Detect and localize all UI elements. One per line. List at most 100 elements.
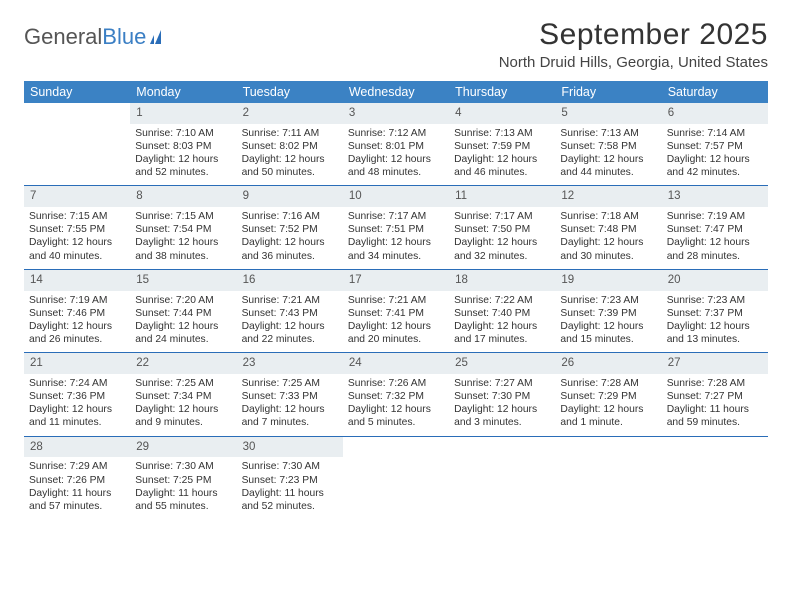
day-number: 3 <box>343 103 449 124</box>
day-cell-line: and 13 minutes. <box>667 333 763 346</box>
logo-text-2: Blue <box>102 24 146 50</box>
day-cell-line: and 57 minutes. <box>29 500 125 513</box>
day-cell-line: Daylight: 12 hours <box>29 403 125 416</box>
day-cell-line: Daylight: 12 hours <box>135 153 231 166</box>
day-cell <box>449 457 555 519</box>
day-cell-line: Daylight: 12 hours <box>348 153 444 166</box>
day-number: 24 <box>343 353 449 374</box>
day-cell-line: and 40 minutes. <box>29 250 125 263</box>
day-cell-line: Daylight: 12 hours <box>454 236 550 249</box>
day-cell-line: and 52 minutes. <box>242 500 338 513</box>
day-cell: Sunrise: 7:28 AMSunset: 7:29 PMDaylight:… <box>555 374 661 436</box>
day-number: 17 <box>343 269 449 290</box>
weekday-header: Tuesday <box>237 81 343 103</box>
day-number: 19 <box>555 269 661 290</box>
calendar-body: 123456Sunrise: 7:10 AMSunset: 8:03 PMDay… <box>24 103 768 519</box>
day-cell-line: Sunset: 7:32 PM <box>348 390 444 403</box>
day-cell-line: Sunset: 7:55 PM <box>29 223 125 236</box>
day-cell-line: Daylight: 12 hours <box>348 320 444 333</box>
day-cell-line: Sunrise: 7:30 AM <box>242 460 338 473</box>
day-cell-line: and 9 minutes. <box>135 416 231 429</box>
day-cell: Sunrise: 7:28 AMSunset: 7:27 PMDaylight:… <box>662 374 768 436</box>
day-cell-line: Sunset: 7:25 PM <box>135 474 231 487</box>
day-cell-line: and 11 minutes. <box>29 416 125 429</box>
day-cell-line: Sunrise: 7:13 AM <box>560 127 656 140</box>
day-cell-line: Sunset: 7:54 PM <box>135 223 231 236</box>
day-cell-line: Sunrise: 7:26 AM <box>348 377 444 390</box>
day-cell-line: Sunrise: 7:25 AM <box>242 377 338 390</box>
day-cell: Sunrise: 7:14 AMSunset: 7:57 PMDaylight:… <box>662 124 768 186</box>
day-cell-line: Daylight: 11 hours <box>242 487 338 500</box>
day-cell-line: Sunrise: 7:17 AM <box>454 210 550 223</box>
day-number: 22 <box>130 353 236 374</box>
day-cell-line: Daylight: 12 hours <box>242 403 338 416</box>
day-cell-line: Sunrise: 7:12 AM <box>348 127 444 140</box>
day-number: 4 <box>449 103 555 124</box>
day-number: 13 <box>662 186 768 207</box>
day-cell <box>555 457 661 519</box>
day-cell-line: Daylight: 12 hours <box>135 236 231 249</box>
day-cell-line: Sunset: 7:39 PM <box>560 307 656 320</box>
day-cell: Sunrise: 7:25 AMSunset: 7:33 PMDaylight:… <box>237 374 343 436</box>
day-cell: Sunrise: 7:13 AMSunset: 7:59 PMDaylight:… <box>449 124 555 186</box>
day-cell-line: Sunset: 7:23 PM <box>242 474 338 487</box>
day-cell-line: Sunset: 8:02 PM <box>242 140 338 153</box>
day-cell-line: Sunset: 7:51 PM <box>348 223 444 236</box>
day-number <box>662 436 768 457</box>
day-cell-line: Sunset: 7:33 PM <box>242 390 338 403</box>
day-cell-line: Sunset: 7:57 PM <box>667 140 763 153</box>
day-cell-line: Daylight: 11 hours <box>135 487 231 500</box>
day-cell-line: Daylight: 12 hours <box>29 236 125 249</box>
day-cell-line: and 3 minutes. <box>454 416 550 429</box>
day-cell-line: Sunset: 8:03 PM <box>135 140 231 153</box>
logo-text-1: General <box>24 24 102 50</box>
day-cell-line: Sunset: 7:50 PM <box>454 223 550 236</box>
weekday-header: Thursday <box>449 81 555 103</box>
day-cell-line: Sunset: 7:41 PM <box>348 307 444 320</box>
day-cell: Sunrise: 7:11 AMSunset: 8:02 PMDaylight:… <box>237 124 343 186</box>
day-cell-line: Daylight: 12 hours <box>454 153 550 166</box>
day-cell-line: Daylight: 12 hours <box>242 236 338 249</box>
day-cell-line: Daylight: 12 hours <box>560 236 656 249</box>
day-cell-line: Daylight: 12 hours <box>242 153 338 166</box>
day-number: 25 <box>449 353 555 374</box>
day-cell-line: Daylight: 12 hours <box>454 403 550 416</box>
day-cell: Sunrise: 7:12 AMSunset: 8:01 PMDaylight:… <box>343 124 449 186</box>
day-number: 8 <box>130 186 236 207</box>
day-number: 28 <box>24 436 130 457</box>
day-cell-line: Daylight: 12 hours <box>667 320 763 333</box>
day-cell: Sunrise: 7:26 AMSunset: 7:32 PMDaylight:… <box>343 374 449 436</box>
day-cell-line: Sunrise: 7:20 AM <box>135 294 231 307</box>
day-cell-line: Sunrise: 7:13 AM <box>454 127 550 140</box>
day-cell: Sunrise: 7:19 AMSunset: 7:47 PMDaylight:… <box>662 207 768 269</box>
day-cell-line: Sunrise: 7:19 AM <box>667 210 763 223</box>
day-cell: Sunrise: 7:17 AMSunset: 7:51 PMDaylight:… <box>343 207 449 269</box>
day-number: 30 <box>237 436 343 457</box>
day-cell-line: and 5 minutes. <box>348 416 444 429</box>
day-cell-line: and 26 minutes. <box>29 333 125 346</box>
day-number: 23 <box>237 353 343 374</box>
day-cell-line: Sunset: 7:58 PM <box>560 140 656 153</box>
logo: GeneralBlue <box>24 24 161 50</box>
day-number: 5 <box>555 103 661 124</box>
day-cell: Sunrise: 7:23 AMSunset: 7:37 PMDaylight:… <box>662 291 768 353</box>
logo-mark-icon <box>150 30 161 44</box>
day-cell-line: Sunset: 7:44 PM <box>135 307 231 320</box>
day-cell-line: and 36 minutes. <box>242 250 338 263</box>
day-cell-line: Sunrise: 7:14 AM <box>667 127 763 140</box>
day-cell-line: Sunset: 7:30 PM <box>454 390 550 403</box>
day-cell-line: Sunrise: 7:27 AM <box>454 377 550 390</box>
day-cell-line: and 50 minutes. <box>242 166 338 179</box>
title-block: September 2025 North Druid Hills, Georgi… <box>499 18 768 71</box>
day-cell: Sunrise: 7:13 AMSunset: 7:58 PMDaylight:… <box>555 124 661 186</box>
day-number: 29 <box>130 436 236 457</box>
day-cell-line: and 24 minutes. <box>135 333 231 346</box>
day-cell-line: Daylight: 12 hours <box>667 236 763 249</box>
day-cell-line: Sunset: 7:27 PM <box>667 390 763 403</box>
day-number <box>24 103 130 124</box>
day-cell-line: and 30 minutes. <box>560 250 656 263</box>
day-cell-line: Sunrise: 7:21 AM <box>348 294 444 307</box>
day-cell-line: Sunset: 7:40 PM <box>454 307 550 320</box>
day-number: 18 <box>449 269 555 290</box>
day-cell-line: Sunrise: 7:23 AM <box>560 294 656 307</box>
